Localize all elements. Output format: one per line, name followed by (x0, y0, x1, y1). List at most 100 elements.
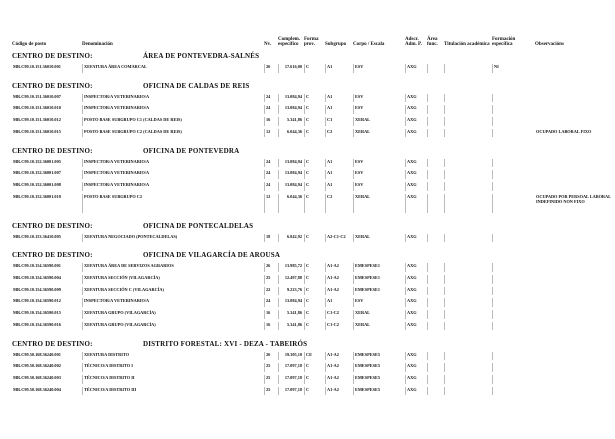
cell-area (427, 298, 443, 308)
cell-form: C (304, 158, 324, 168)
cell-area (427, 374, 443, 384)
cell-code: MR.C99.10.154.36590.001 (13, 263, 61, 269)
cell-training (492, 298, 534, 308)
table-row: MR.C99.10.154.36590.015 XEFATURA GRUPO (V… (0, 310, 615, 319)
cell-form: C (304, 298, 324, 308)
cell-training (492, 363, 534, 372)
cell-adscr: AXG (405, 64, 426, 73)
cell-level: 12 (264, 193, 277, 213)
cell-adscr: AXG (405, 233, 426, 243)
cell-subgroup: A1-A2 (325, 363, 352, 372)
cell-notes (535, 64, 611, 73)
cell-subgroup: A2-C1-C2 (325, 233, 352, 243)
cell-code: MR.C99.10.154.36590.004 (13, 275, 61, 280)
cell-form: C (304, 105, 324, 115)
cell-name: POSTO BASE SUBGRUPO C2 (82, 193, 263, 213)
cell-subgroup: A1-A2 (325, 275, 352, 284)
cell-corps: ESV (353, 64, 403, 73)
cell-training (492, 181, 534, 191)
cell-area (427, 193, 443, 213)
table-row: MR.C99.10.151.36010.007 INSPECTOR/A VETER… (0, 93, 615, 103)
cell-code: MR.C99.10.151.36010.007 (13, 93, 61, 99)
section-label: CENTRO DE DESTINO: (12, 146, 93, 155)
cell-notes (535, 159, 611, 168)
cell-corps: XERAL (353, 321, 403, 331)
cell-degree (444, 363, 491, 372)
cell-subgroup: A1-A2 (325, 263, 352, 272)
cell-degree (444, 93, 491, 103)
cell-code: MR.C99.10.151.36010.001 (13, 64, 61, 69)
cell-complement: 6.044,36 (278, 128, 303, 138)
cell-notes (535, 117, 611, 126)
cell-complement: 12.497,88 (278, 275, 303, 284)
cell-notes (535, 105, 611, 114)
cell-subgroup: C1 (325, 117, 352, 126)
cell-degree (444, 310, 491, 319)
cell-area (427, 128, 443, 138)
cell-code: MR.C99.10.152.36001.010 (13, 193, 61, 199)
cell-notes (535, 322, 611, 331)
cell-form: C (304, 310, 324, 319)
cell-training (492, 128, 534, 138)
table-row: MR.C99.10.151.36010.012 POSTO BASE SUBGRU… (0, 117, 615, 126)
table-row: MR.C99.10.151.36010.010 INSPECTOR/A VETER… (0, 105, 615, 115)
cell-corps: XERAL (353, 193, 403, 213)
cell-degree (444, 233, 491, 243)
cell-subgroup: A1 (325, 181, 352, 191)
cell-area (427, 105, 443, 115)
cell-level: 24 (264, 181, 277, 191)
cell-complement: 17.097,18 (278, 363, 303, 372)
cell-degree (444, 158, 491, 168)
column-header: Denominación (82, 42, 113, 48)
cell-training (492, 321, 534, 331)
cell-form: C (304, 263, 324, 272)
cell-level: 24 (264, 298, 277, 308)
cell-level: 25 (264, 374, 277, 384)
cell-subgroup: A1 (325, 298, 352, 308)
cell-name: XEFATURA GRUPO (VILAGARCÍA) (82, 321, 263, 331)
cell-code: MR.C99.50.168.36240.001 (13, 351, 61, 357)
cell-code: MR.C99.50.168.36240.004 (13, 386, 61, 392)
cell-level: 24 (264, 158, 277, 168)
column-header: Observacións (535, 42, 564, 48)
cell-training (492, 93, 534, 103)
cell-adscr: AXG (405, 158, 426, 168)
cell-adscr: AXG (405, 298, 426, 308)
cell-corps: XERAL (353, 310, 403, 319)
cell-complement: 5.341,86 (278, 310, 303, 319)
cell-degree (444, 128, 491, 138)
cell-notes (535, 352, 611, 361)
cell-area (427, 93, 443, 103)
cell-level: 16 (264, 321, 277, 331)
cell-corps: ESV (353, 181, 403, 191)
cell-training (492, 286, 534, 296)
cell-form: C (304, 128, 324, 138)
cell-degree (444, 117, 491, 126)
cell-form: C (304, 233, 324, 243)
cell-area (427, 233, 443, 243)
cell-training (492, 233, 534, 243)
table-row: MR.C99.10.154.36590.001 XEFATURA ÁREA DE … (0, 263, 615, 272)
cell-complement: 6.842,92 (278, 233, 303, 243)
section-name: DISTRITO FORESTAL: XVI - DEZA - TABEIRÓS (143, 339, 308, 348)
cell-adscr: AXG (405, 128, 426, 138)
cell-corps: ESV (353, 93, 403, 103)
cell-form: C (304, 386, 324, 396)
cell-adscr: AXG (405, 386, 426, 396)
cell-level: 26 (264, 263, 277, 272)
section-name: OFICINA DE PONTEVEDRA (143, 146, 240, 155)
cell-corps: XERAL (353, 233, 403, 243)
cell-subgroup: C2 (325, 128, 352, 138)
cell-adscr: AXG (405, 363, 426, 372)
table-row: MR.C99.10.151.36010.015 POSTO BASE SUBGRU… (0, 128, 615, 138)
cell-level: 12 (264, 128, 277, 138)
cell-training (492, 105, 534, 115)
column-header: Titulación académica (444, 42, 490, 48)
cell-name: INSPECTOR/A VETERINARIO/A (82, 93, 263, 103)
cell-corps: EMESPESE5 (353, 351, 403, 361)
cell-code: MR.C99.10.152.36001.005 (13, 158, 61, 164)
cell-code: MR.C99.10.152.36001.007 (13, 170, 61, 176)
column-header: Área func. (427, 36, 438, 48)
cell-level: 16 (264, 310, 277, 319)
